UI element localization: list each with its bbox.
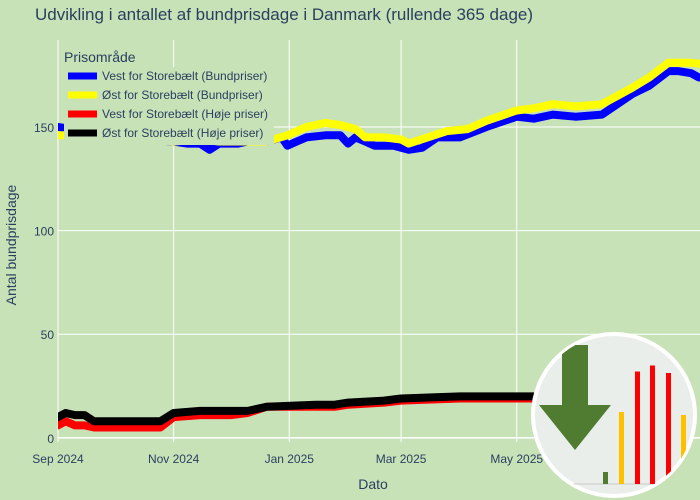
inset-content [539,345,694,485]
x-ticks: Sep 2024 Nov 2024 Jan 2025 Mar 2025 May 2025 [32,452,543,466]
series-line-3 [58,392,637,426]
inset-bar [603,472,608,484]
y-tick-label: 50 [41,328,55,342]
series-line-0 [58,67,700,154]
inset-bar [681,415,686,484]
y-ticks: 0 50 100 150 [34,121,54,446]
y-tick-label: 100 [34,225,54,239]
inset-bar [635,371,640,484]
legend-item-label: Vest for Storebælt (Høje priser) [102,107,268,121]
chart-title: Udvikling i antallet af bundprisdage i D… [35,5,533,24]
legend-item-label: Øst for Storebælt (Høje priser) [102,126,263,140]
y-axis-label: Antal bundprisdage [3,184,19,305]
x-tick-label: Mar 2025 [376,452,427,466]
inset-bar [666,373,671,484]
down-arrow-icon [539,345,611,450]
x-tick-label: May 2025 [490,452,543,466]
y-tick-label: 150 [34,121,54,135]
inset-bar [650,365,655,484]
legend-item-label: Vest for Storebælt (Bundpriser) [102,69,267,83]
inset-bar [619,412,624,484]
x-tick-label: Jan 2025 [265,452,315,466]
y-tick-label: 0 [47,432,54,446]
x-tick-label: Nov 2024 [148,452,200,466]
legend-item-label: Øst for Storebælt (Bundpriser) [102,88,263,102]
legend: Prisområde Vest for Storebælt (Bundpriser… [64,49,274,145]
legend-background [64,67,274,145]
inset-badge [531,332,697,498]
x-axis-label: Dato [358,476,388,492]
x-tick-label: Sep 2024 [32,452,84,466]
legend-title: Prisområde [64,49,136,65]
